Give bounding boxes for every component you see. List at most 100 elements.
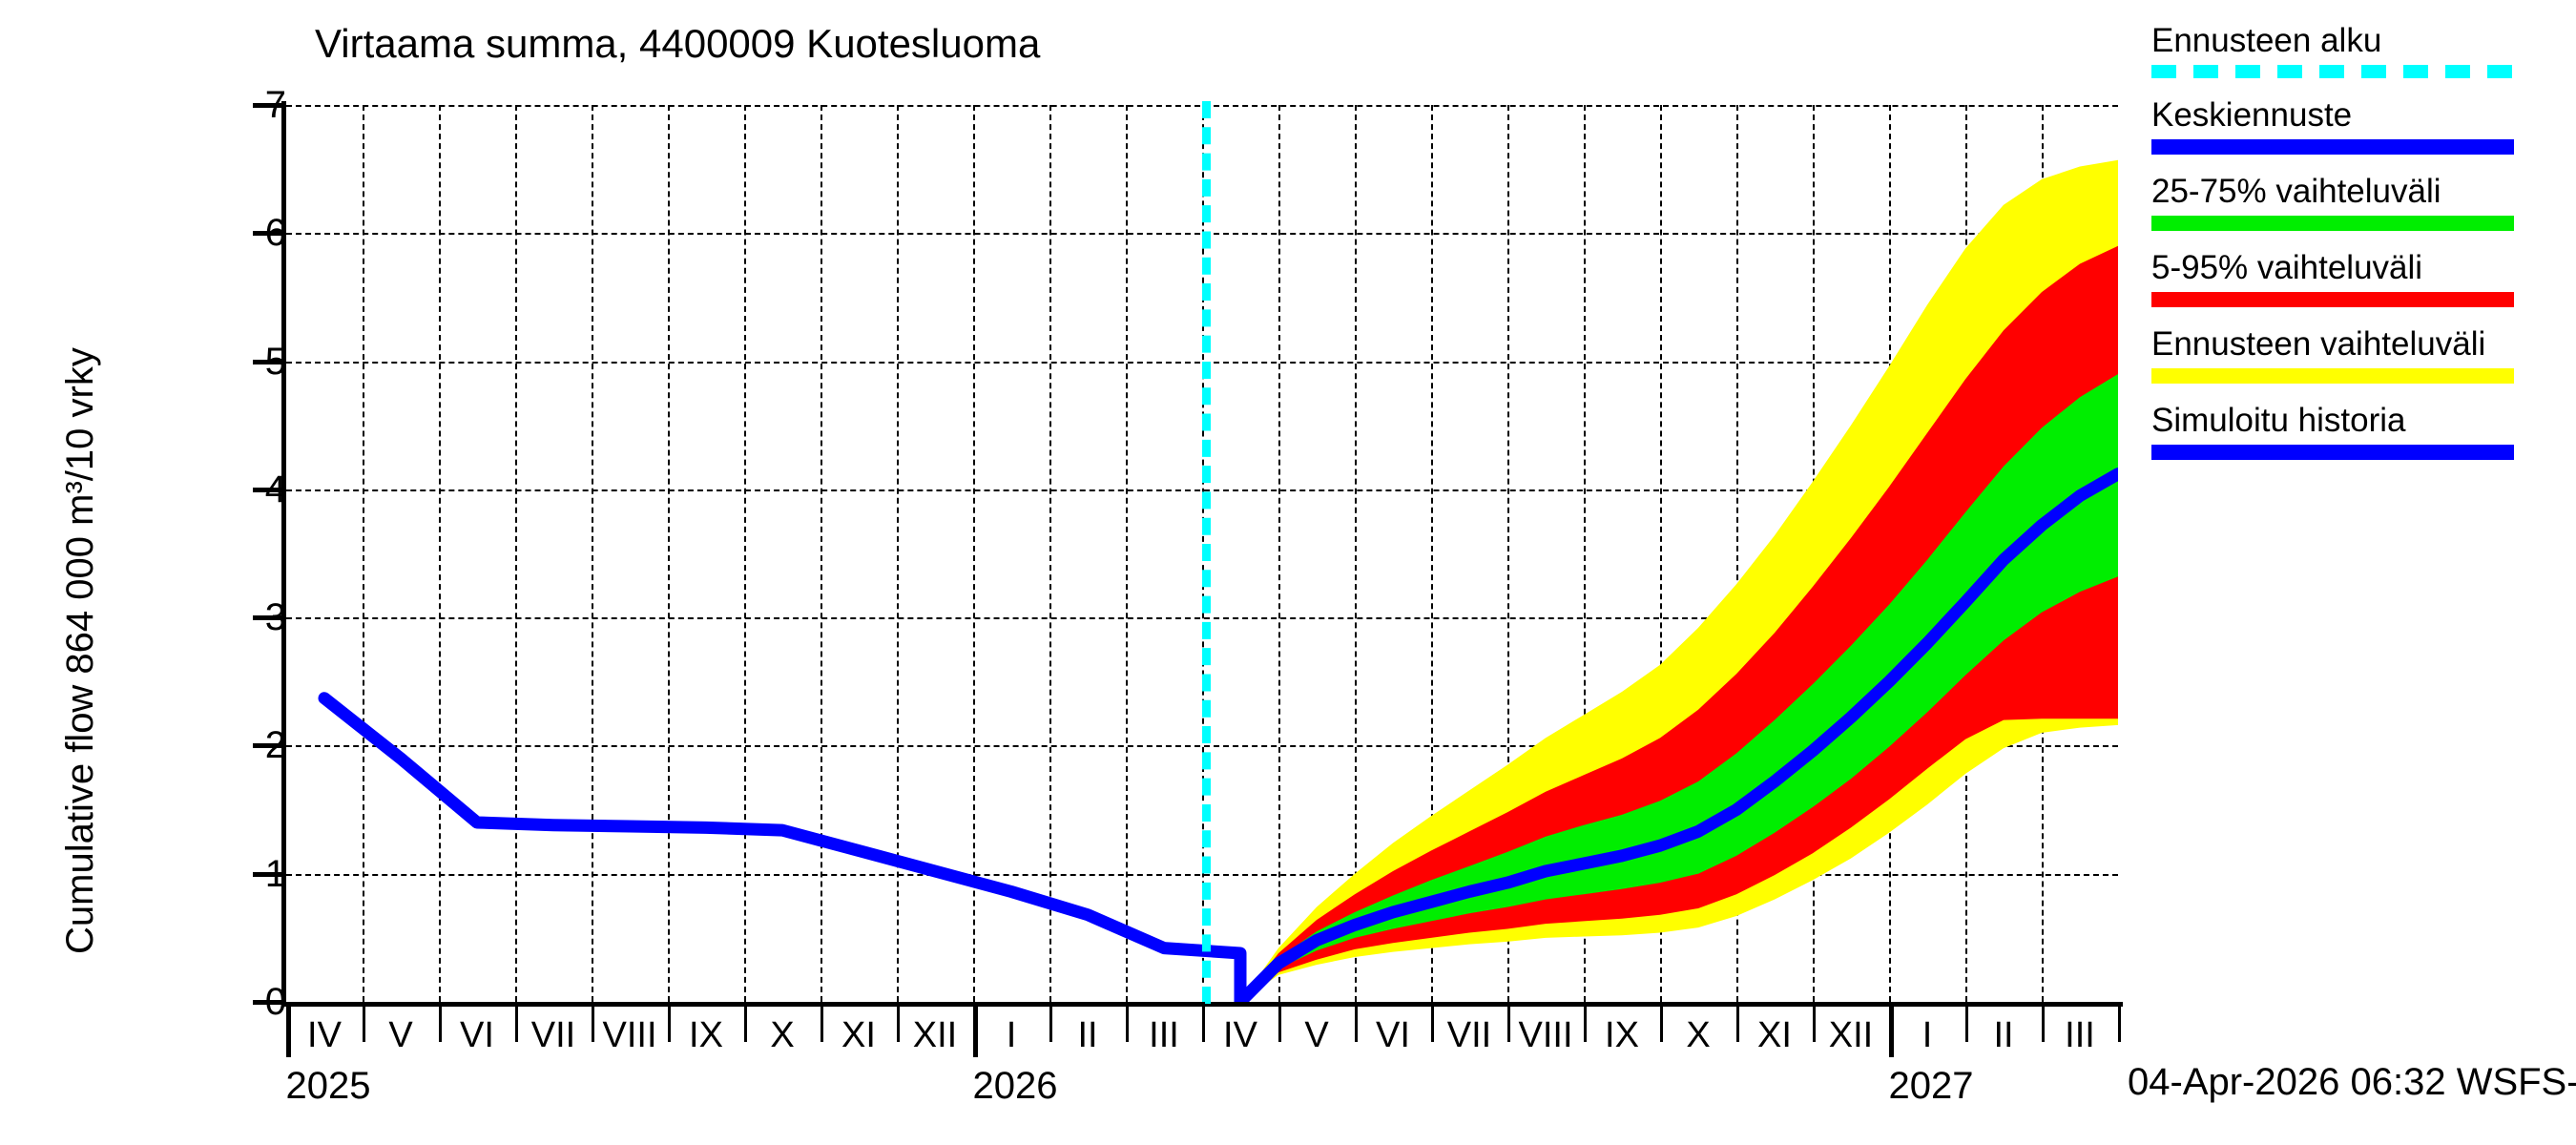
- y-axis-line: [281, 101, 286, 1006]
- legend-item[interactable]: 5-95% vaihteluväli: [2151, 248, 2571, 307]
- x-tick-mark: [1431, 1002, 1434, 1042]
- grid-line-vertical: [897, 105, 899, 1002]
- legend-swatch-ennusteen-vaihteluv-li: [2151, 368, 2514, 384]
- x-tick-mark: [1736, 1002, 1739, 1042]
- y-tick-label: 0: [55, 981, 286, 1024]
- x-tick-label: IV: [307, 1015, 342, 1055]
- x-tick-mark: [2042, 1002, 2045, 1042]
- grid-line-vertical: [1660, 105, 1662, 1002]
- x-tick-mark: [1813, 1002, 1816, 1042]
- legend-swatch-5-95-vaihteluv-li: [2151, 292, 2514, 307]
- grid-line-vertical: [515, 105, 517, 1002]
- x-tick-mark: [1660, 1002, 1663, 1042]
- legend-item[interactable]: Simuloitu historia: [2151, 401, 2571, 460]
- chart-legend: Ennusteen alku Keskiennuste 25-75% vaihtel…: [2151, 21, 2571, 477]
- x-tick-label: II: [1077, 1015, 1098, 1055]
- x-tick-mark: [363, 1002, 365, 1042]
- legend-item[interactable]: 25-75% vaihteluväli: [2151, 172, 2571, 231]
- x-tick-label: I: [1922, 1015, 1933, 1055]
- x-tick-label: V: [1304, 1015, 1329, 1055]
- y-tick-label: 7: [55, 84, 286, 127]
- x-tick-mark: [592, 1002, 594, 1042]
- y-tick-label: 1: [55, 853, 286, 896]
- grid-line-vertical: [1507, 105, 1509, 1002]
- x-tick-label: VIII: [1518, 1015, 1573, 1055]
- x-tick-mark: [1355, 1002, 1358, 1042]
- y-tick-label: 2: [55, 724, 286, 767]
- legend-item-label: Simuloitu historia: [2151, 402, 2406, 439]
- y-tick-label: 3: [55, 596, 286, 639]
- x-tick-label: III: [1149, 1015, 1179, 1055]
- x-tick-label: X: [1686, 1015, 1711, 1055]
- x-axis-year-label: 2026: [972, 1065, 1058, 1107]
- legend-item-label: Keskiennuste: [2151, 96, 2353, 134]
- y-tick-mark: [253, 103, 286, 108]
- legend-swatch-simuloitu-historia: [2151, 445, 2514, 460]
- chart-canvas: [318, 159, 2118, 1002]
- grid-line-vertical: [592, 105, 593, 1002]
- legend-swatch-25-75-vaihteluv-li: [2151, 216, 2514, 231]
- legend-swatch-ennusteen-alku: [2151, 65, 2514, 78]
- x-tick-label: XII: [912, 1015, 958, 1055]
- x-tick-label: IV: [1223, 1015, 1257, 1055]
- x-tick-mark: [897, 1002, 900, 1042]
- x-tick-label: III: [2065, 1015, 2095, 1055]
- x-tick-mark-major: [1889, 1002, 1894, 1057]
- grid-line-vertical: [1049, 105, 1051, 1002]
- median-forecast-line: [1234, 468, 2118, 1002]
- grid-line-vertical: [363, 105, 364, 1002]
- x-tick-mark: [1507, 1002, 1510, 1042]
- x-tick-label: I: [1006, 1015, 1017, 1055]
- x-tick-label: XI: [1757, 1015, 1792, 1055]
- y-axis-ticks: 0 1 2 3 4 5 6 7: [0, 84, 286, 1023]
- legend-item[interactable]: Keskiennuste: [2151, 95, 2571, 155]
- x-tick-label: VII: [530, 1015, 576, 1055]
- x-axis-ticks: IV V VI VII VIII IX X XI XII I II III IV V VI VII VIII IX…: [286, 1002, 2128, 1107]
- x-tick-mark: [439, 1002, 442, 1042]
- x-tick-label: VIII: [602, 1015, 657, 1055]
- grid-line-vertical: [1736, 105, 1738, 1002]
- x-tick-label: XII: [1828, 1015, 1874, 1055]
- grid-line-vertical: [744, 105, 746, 1002]
- grid-line-vertical: [1126, 105, 1128, 1002]
- grid-line-vertical: [668, 105, 670, 1002]
- x-axis-year-label: 2027: [1888, 1065, 1974, 1107]
- grid-line-vertical: [1278, 105, 1280, 1002]
- x-tick-label: VI: [460, 1015, 494, 1055]
- grid-line-vertical: [821, 105, 822, 1002]
- timestamp-footer: 04-Apr-2026 06:32 WSFS-O: [2128, 1061, 2576, 1103]
- grid-line-vertical: [1584, 105, 1586, 1002]
- x-tick-mark: [1049, 1002, 1052, 1042]
- x-tick-label: IX: [689, 1015, 723, 1055]
- x-tick-mark: [668, 1002, 671, 1042]
- y-tick-mark: [253, 743, 286, 749]
- y-tick-mark: [253, 231, 286, 237]
- plot-area: [281, 101, 2123, 1007]
- legend-item-label: 25-75% vaihteluväli: [2151, 173, 2441, 210]
- grid-line-vertical: [439, 105, 441, 1002]
- y-tick-mark: [253, 615, 286, 621]
- grid-line-vertical: [1355, 105, 1357, 1002]
- x-tick-mark: [515, 1002, 518, 1042]
- y-tick-label: 4: [55, 468, 286, 511]
- legend-item-label: Ennusteen vaihteluväli: [2151, 325, 2486, 363]
- x-tick-label: IX: [1605, 1015, 1639, 1055]
- x-tick-mark-major: [286, 1002, 291, 1057]
- y-tick-mark: [253, 359, 286, 364]
- y-tick-mark: [253, 871, 286, 877]
- x-tick-mark: [1202, 1002, 1205, 1042]
- x-tick-mark-major: [973, 1002, 978, 1057]
- y-tick-label: 6: [55, 212, 286, 255]
- y-tick-mark: [253, 487, 286, 492]
- legend-item[interactable]: Ennusteen alku: [2151, 21, 2571, 78]
- x-tick-label: X: [770, 1015, 795, 1055]
- x-tick-label: V: [388, 1015, 413, 1055]
- x-tick-mark: [744, 1002, 747, 1042]
- x-tick-mark: [1584, 1002, 1587, 1042]
- legend-item[interactable]: Ennusteen vaihteluväli: [2151, 324, 2571, 384]
- legend-item-label: 5-95% vaihteluväli: [2151, 249, 2423, 286]
- y-tick-label: 5: [55, 341, 286, 384]
- x-tick-label: VII: [1446, 1015, 1492, 1055]
- x-tick-mark: [1965, 1002, 1968, 1042]
